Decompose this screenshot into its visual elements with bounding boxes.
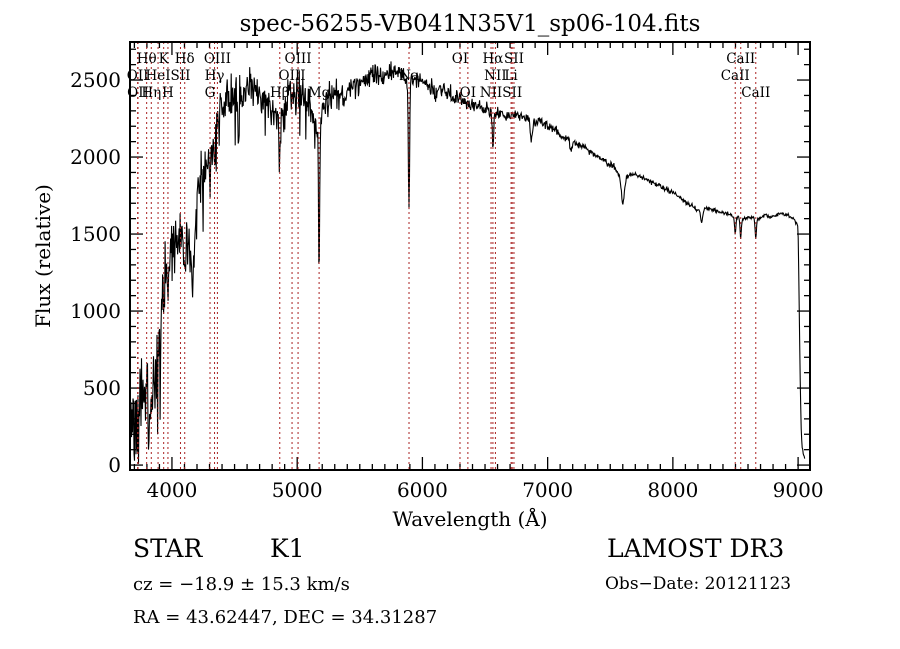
spectral-line-label: SII	[504, 51, 524, 67]
spectral-line-label: Li	[504, 68, 518, 84]
spectral-line-label: OI	[460, 85, 476, 101]
y-tick-label: 2000	[70, 145, 121, 169]
spectral-line-label: OI	[452, 51, 468, 67]
spectral-line-labels: OIIOIIHθHηHeIKHSIIHδGHγOIIIHβOIIIOIIIMgN…	[127, 51, 771, 101]
y-tick-label: 2500	[70, 68, 121, 92]
y-tick-label: 500	[83, 376, 121, 400]
spectral-line-label: Hθ	[137, 51, 157, 67]
spectrum-trace	[129, 61, 806, 464]
y-axis-label: Flux (relative)	[31, 184, 55, 328]
plot-frame	[129, 41, 811, 471]
ra-dec-coords: RA = 43.62447, DEC = 34.31287	[133, 607, 437, 628]
x-tick-label: 8000	[647, 478, 698, 502]
y-tick-label: 0	[108, 453, 121, 477]
spectral-line-label: SII	[502, 85, 522, 101]
spectral-line-markers	[137, 42, 757, 470]
spectral-line-label: NII	[480, 85, 502, 101]
survey-release: LAMOST DR3	[607, 534, 784, 563]
spectral-line-label: OII	[127, 85, 149, 101]
obs-date: Obs−Date: 20121123	[605, 574, 791, 594]
spectral-line-label: Hα	[482, 51, 503, 67]
x-axis-label: Wavelength (Å)	[392, 506, 547, 531]
plot-title: spec-56255-VB041N35V1_sp06-104.fits	[240, 11, 701, 37]
y-tick-label: 1500	[70, 222, 121, 246]
spectral-line-label: G	[205, 85, 216, 101]
y-tick-label: 1000	[70, 299, 121, 323]
spectral-line-label: CaII	[726, 51, 755, 67]
x-tick-label: 5000	[272, 478, 323, 502]
spectral-line-label: Mg	[308, 85, 331, 101]
spectral-line-label: OIII	[279, 68, 306, 84]
spectral-line-label: OIII	[285, 51, 312, 67]
spectral-line-label: Hβ	[270, 85, 290, 101]
x-tick-label: 7000	[522, 478, 573, 502]
spectral-line-label: K	[159, 51, 170, 67]
object-subclass: K1	[270, 534, 305, 563]
spectral-line-label: OII	[127, 68, 149, 84]
object-class: STAR	[133, 534, 203, 563]
axis-tick-labels: 4000 5000 6000 7000 8000 9000 0 500 1000 1500 2000…	[70, 68, 823, 502]
spectral-line-label: Hδ	[175, 51, 195, 67]
x-tick-label: 4000	[146, 478, 197, 502]
cz-value: cz = −18.9 ± 15.3 km/s	[133, 574, 350, 595]
spectral-line-label: NII	[484, 68, 506, 84]
spectral-line-label: OIII	[204, 51, 231, 67]
spectral-line-label: CaII	[741, 85, 770, 101]
x-tick-label: 6000	[397, 478, 448, 502]
spectral-line-label: CaII	[721, 68, 750, 84]
spectral-line-label: Hγ	[205, 68, 225, 84]
spectral-line-label: Hη	[141, 85, 161, 101]
spectral-line-label: Na	[399, 68, 419, 84]
spectral-line-label: HeI	[145, 68, 170, 84]
spectral-line-label: SII	[171, 68, 191, 84]
spectral-line-label: H	[162, 85, 174, 101]
x-tick-label: 9000	[773, 478, 824, 502]
